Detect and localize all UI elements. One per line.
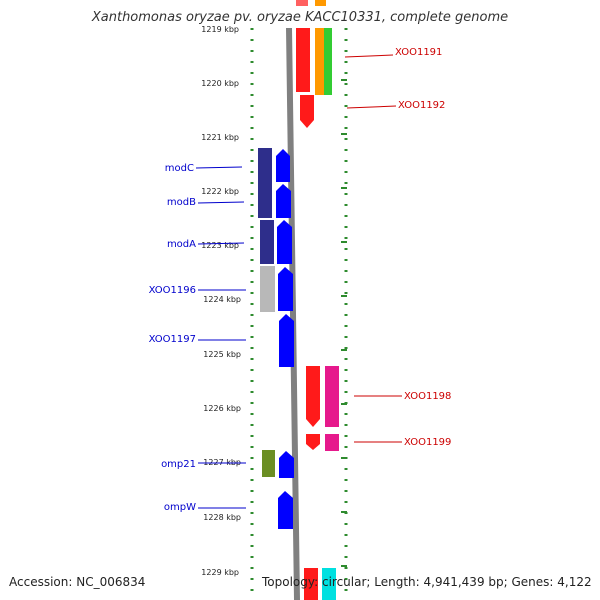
gene-block[interactable] [315, 0, 326, 6]
kbp-tick-label: 1228 kbp [203, 513, 241, 522]
gene-label-omp21[interactable]: omp21 [161, 459, 196, 470]
kbp-tick-label: 1225 kbp [203, 350, 241, 359]
left-gene-labels: modC modB modA XOO1196 XOO1197 omp21 omp… [149, 163, 246, 513]
right-tick-marks [341, 79, 347, 567]
gene-block[interactable] [325, 434, 339, 451]
gene-arrow[interactable] [276, 149, 290, 182]
gene-label-modC[interactable]: modC [165, 163, 194, 174]
kbp-tick-label: 1229 kbp [201, 568, 239, 577]
gene-arrow[interactable] [279, 314, 294, 367]
gene-arrow[interactable] [315, 28, 324, 95]
gene-label-XOO1197[interactable]: XOO1197 [149, 334, 196, 345]
right-gene-labels: XOO1191 XOO1192 XOO1198 XOO1199 [344, 47, 451, 448]
gene-label-XOO1199[interactable]: XOO1199 [404, 437, 451, 448]
gene-label-XOO1191[interactable]: XOO1191 [395, 47, 442, 58]
gene-label-XOO1196[interactable]: XOO1196 [149, 285, 196, 296]
gene-block[interactable] [258, 148, 272, 218]
kbp-tick-label: 1221 kbp [201, 133, 239, 142]
accession-text: Accession: NC_006834 [9, 575, 146, 589]
genome-info-text: Topology: circular; Length: 4,941,439 bp… [262, 575, 592, 589]
gene-block[interactable] [304, 568, 318, 600]
kbp-tick-label: 1224 kbp [203, 295, 241, 304]
gene-arrow[interactable] [306, 366, 320, 427]
gene-arrow[interactable] [279, 451, 294, 478]
gene-block[interactable] [322, 568, 336, 600]
gene-label-XOO1198[interactable]: XOO1198 [404, 391, 451, 402]
gene-label-modA[interactable]: modA [167, 239, 196, 250]
kbp-tick-label: 1226 kbp [203, 404, 241, 413]
gene-block[interactable] [262, 450, 275, 477]
gene-block[interactable] [325, 366, 339, 427]
gene-block[interactable] [260, 220, 274, 264]
gene-arrow[interactable] [278, 267, 293, 311]
kbp-tick-label: 1222 kbp [201, 187, 239, 196]
gene-arrow[interactable] [277, 220, 292, 264]
gene-block[interactable] [260, 266, 275, 312]
gene-arrow[interactable] [324, 28, 332, 95]
gene-label-XOO1192[interactable]: XOO1192 [398, 100, 445, 111]
gene-label-modB[interactable]: modB [167, 197, 196, 208]
gene-arrow[interactable] [278, 491, 293, 529]
gene-arrow[interactable] [296, 28, 310, 92]
gene-arrow[interactable] [300, 95, 314, 128]
gene-label-ompW[interactable]: ompW [164, 502, 196, 513]
kbp-tick-label: 1219 kbp [201, 25, 239, 34]
genome-title: Xanthomonas oryzae pv. oryzae KACC10331,… [91, 10, 509, 25]
kbp-tick-label: 1220 kbp [201, 79, 239, 88]
kbp-tick-label: 1223 kbp [201, 241, 239, 250]
kbp-ruler: 1219 kbp 1220 kbp 1221 kbp 1222 kbp 1223… [201, 25, 241, 577]
gene-block[interactable] [296, 0, 308, 6]
gene-arrow[interactable] [306, 434, 320, 450]
gene-arrow[interactable] [276, 184, 291, 218]
